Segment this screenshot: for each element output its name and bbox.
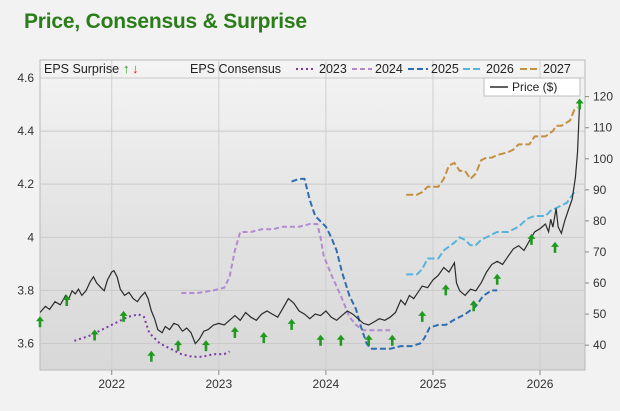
surprise-arrow-19	[527, 233, 536, 245]
surprise-arrow-15	[418, 310, 427, 322]
consensus-line-2027	[406, 106, 579, 196]
surprise-arrow-4	[119, 310, 128, 322]
surprise-arrow-17	[469, 300, 478, 312]
legend-eps-consensus: EPS Consensus	[190, 62, 281, 76]
x-tick-label: 2023	[205, 377, 232, 391]
right-tick-label: 110	[593, 121, 612, 135]
consensus-line-2025	[291, 177, 498, 350]
left-tick-label: 4	[27, 230, 34, 244]
left-tick-label: 3.6	[17, 336, 34, 350]
surprise-arrow-20	[551, 241, 560, 253]
left-tick-label: 4.4	[17, 124, 34, 138]
surprise-arrow-7	[201, 340, 210, 352]
surprise-arrow-12	[336, 334, 345, 346]
chart-title: Price, Consensus & Surprise	[24, 10, 307, 33]
surprise-arrow-16	[441, 284, 450, 296]
legend-eps-surprise: EPS Surprise	[44, 62, 119, 76]
surprise-arrow-1	[36, 316, 44, 328]
right-tick-label: 100	[593, 152, 613, 166]
right-tick-label: 70	[593, 245, 607, 259]
left-tick-label: 3.8	[17, 283, 34, 297]
right-tick-label: 90	[593, 183, 607, 197]
legend-down-arrow: ↓	[132, 61, 139, 76]
consensus-line-2026	[406, 191, 578, 276]
right-tick-label: 120	[593, 90, 613, 104]
left-tick-label: 4.6	[17, 71, 34, 85]
right-tick-label: 40	[593, 338, 607, 352]
surprise-arrow-5	[147, 350, 156, 362]
surprise-arrow-9	[259, 332, 268, 344]
consensus-line-2023	[73, 313, 230, 358]
surprise-arrow-13	[364, 334, 373, 346]
x-tick-label: 2022	[98, 377, 125, 391]
right-tick-label: 80	[593, 214, 607, 228]
x-tick-label: 2025	[420, 377, 447, 391]
legend-label-2027: 2027	[543, 62, 571, 76]
surprise-arrow-2	[62, 294, 71, 306]
surprise-arrow-14	[388, 334, 397, 346]
legend-label-2024: 2024	[375, 62, 403, 76]
x-tick-label: 2026	[527, 377, 554, 391]
surprise-arrow-10	[287, 318, 296, 330]
surprise-arrow-21	[575, 98, 584, 110]
surprise-arrow-6	[174, 340, 183, 352]
surprise-arrow-11	[316, 334, 325, 346]
left-tick-label: 4.2	[17, 177, 34, 191]
surprise-arrow-3	[90, 329, 99, 341]
consensus-line-2024	[181, 223, 391, 332]
x-tick-label: 2024	[313, 377, 340, 391]
legend-label-2023: 2023	[319, 62, 347, 76]
price-legend-label: Price ($)	[512, 80, 557, 94]
legend-label-2025: 2025	[431, 62, 459, 76]
price-legend-box	[483, 77, 581, 97]
surprise-arrow-8	[230, 326, 239, 338]
plot-area	[39, 59, 586, 371]
right-tick-label: 50	[593, 307, 607, 321]
right-tick-label: 60	[593, 276, 607, 290]
legend-up-arrow: ↑	[123, 61, 130, 76]
surprise-arrow-18	[493, 273, 502, 285]
legend-label-2026: 2026	[486, 62, 514, 76]
price-line	[40, 102, 581, 345]
